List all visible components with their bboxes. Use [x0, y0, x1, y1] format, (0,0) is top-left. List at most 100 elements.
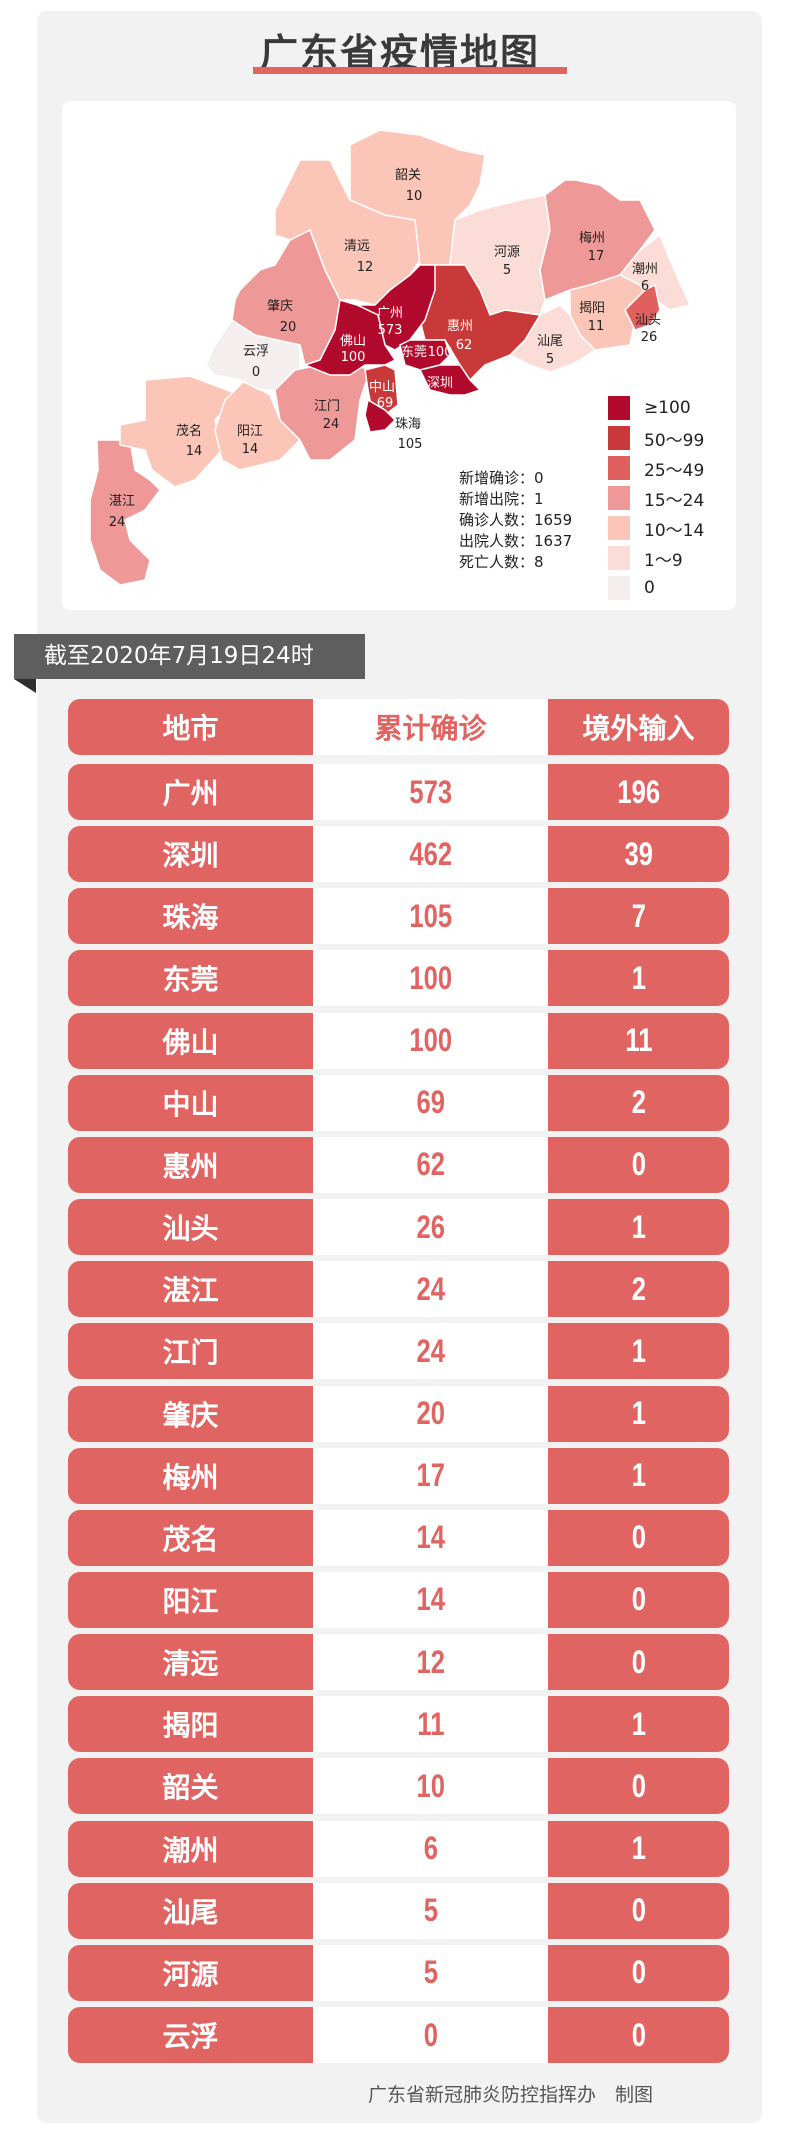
table-row: 惠州 62 0 — [68, 1136, 729, 1193]
region-name: 揭阳 — [579, 301, 605, 316]
region-value: 462 — [428, 395, 453, 410]
cell-total: 69 — [313, 1074, 548, 1131]
legend-swatch — [608, 516, 630, 540]
region-value: 14 — [242, 442, 259, 457]
legend-swatch — [608, 426, 630, 450]
cell-imported: 0 — [548, 1882, 729, 1939]
legend-item: 1～9 — [608, 543, 704, 573]
total-value: 11 — [416, 1705, 445, 1742]
cell-city: 江门 — [68, 1323, 313, 1380]
legend-swatch — [608, 396, 630, 420]
total-value: 5 — [423, 1892, 438, 1929]
imported-value: 0 — [631, 2016, 646, 2053]
legend-label: 15～24 — [644, 490, 705, 511]
total-value: 14 — [416, 1581, 445, 1618]
cell-city: 湛江 — [68, 1261, 313, 1318]
guangdong-map: 湛江 24 茂名 14 阳江 14 云浮 0 肇庆 20 江门 24 清远 12 韶关 10 河源 5 梅州 17 潮州… — [89, 129, 692, 586]
stat-line: 确诊人数：1659 — [459, 511, 573, 529]
total-value: 0 — [423, 2016, 438, 2053]
region-name: 中山 — [369, 380, 395, 395]
region-value: 17 — [588, 249, 605, 264]
header-total: 累计确诊 — [313, 699, 548, 755]
city-value: 珠海 — [162, 902, 219, 934]
table-row: 肇庆 20 1 — [68, 1385, 729, 1442]
legend-swatch — [608, 456, 630, 480]
cell-total: 0 — [313, 2007, 548, 2063]
region-value: 5 — [503, 263, 511, 278]
region-16 — [302, 299, 397, 376]
region-17 — [399, 339, 451, 371]
city-value: 汕头 — [162, 1213, 219, 1245]
cell-total: 5 — [313, 1944, 548, 2001]
city-value: 肇庆 — [162, 1399, 219, 1431]
total-value: 100 — [409, 959, 452, 996]
city-value: 梅州 — [162, 1461, 219, 1493]
legend-label: ≥100 — [644, 398, 691, 418]
region-9 — [539, 179, 656, 302]
region-12 — [624, 283, 661, 331]
cell-total: 26 — [313, 1199, 548, 1256]
stat-line: 出院人数：1637 — [459, 532, 573, 550]
cell-imported: 0 — [548, 1944, 729, 2001]
cell-imported: 1 — [548, 1696, 729, 1753]
imported-value: 0 — [631, 1581, 646, 1618]
cell-imported: 1 — [548, 1199, 729, 1256]
cell-city: 梅州 — [68, 1447, 313, 1504]
city-value: 茂名 — [162, 1523, 219, 1555]
legend-item: 10～14 — [608, 513, 704, 543]
legend-label: 25～49 — [644, 460, 705, 481]
legend-item: 50～99 — [608, 423, 704, 453]
total-value: 24 — [416, 1270, 445, 1307]
imported-value: 1 — [631, 1208, 646, 1245]
cell-total: 6 — [313, 1820, 548, 1877]
imported-value: 0 — [631, 1767, 646, 1804]
stat-line: 死亡人数：8 — [459, 553, 544, 571]
region-0 — [89, 439, 161, 586]
region-7 — [349, 129, 486, 266]
region-name: 潮州 — [632, 262, 658, 277]
cell-city: 广州 — [68, 764, 313, 820]
cell-imported: 7 — [548, 888, 729, 945]
cell-city: 茂名 — [68, 1509, 313, 1566]
cell-city: 清远 — [68, 1634, 313, 1691]
region-value: 100 — [428, 345, 453, 360]
cell-total: 20 — [313, 1385, 548, 1442]
table-header: 地市 累计确诊 境外输入 — [68, 699, 729, 755]
banner-fold — [14, 679, 36, 693]
imported-value: 1 — [631, 1457, 646, 1494]
table-row: 清远 12 0 — [68, 1634, 729, 1691]
city-value: 河源 — [162, 1958, 219, 1990]
region-value: 24 — [109, 515, 126, 530]
cell-total: 10 — [313, 1758, 548, 1815]
legend-item: 0 — [608, 573, 704, 603]
city-value: 清远 — [162, 1648, 219, 1680]
table-row: 阳江 14 0 — [68, 1571, 729, 1628]
total-value: 62 — [416, 1146, 445, 1183]
legend-label: 10～14 — [644, 520, 705, 541]
cell-total: 100 — [313, 950, 548, 1007]
cell-imported: 1 — [548, 1385, 729, 1442]
table-row: 河源 5 0 — [68, 1944, 729, 2001]
region-name: 珠海 — [395, 417, 421, 432]
imported-value: 1 — [631, 1830, 646, 1867]
region-value: 24 — [323, 417, 340, 432]
cell-total: 5 — [313, 1882, 548, 1939]
region-name: 汕头 — [635, 313, 661, 328]
city-value: 深圳 — [162, 840, 219, 872]
legend-item: 25～49 — [608, 453, 704, 483]
cell-total: 14 — [313, 1509, 548, 1566]
table-row: 韶关 10 0 — [68, 1758, 729, 1815]
region-value: 573 — [378, 323, 403, 338]
cell-city: 肇庆 — [68, 1385, 313, 1442]
cell-total: 62 — [313, 1136, 548, 1193]
cell-imported: 39 — [548, 826, 729, 883]
table-row: 深圳 462 39 — [68, 826, 729, 883]
region-name: 梅州 — [579, 231, 605, 246]
city-value: 云浮 — [162, 2021, 219, 2052]
table-row: 广州 573 196 — [68, 764, 729, 820]
region-name: 惠州 — [447, 319, 473, 334]
stat-line: 新增出院：1 — [459, 490, 544, 508]
legend-item: ≥100 — [608, 393, 704, 423]
cell-city: 深圳 — [68, 826, 313, 883]
cell-city: 珠海 — [68, 888, 313, 945]
